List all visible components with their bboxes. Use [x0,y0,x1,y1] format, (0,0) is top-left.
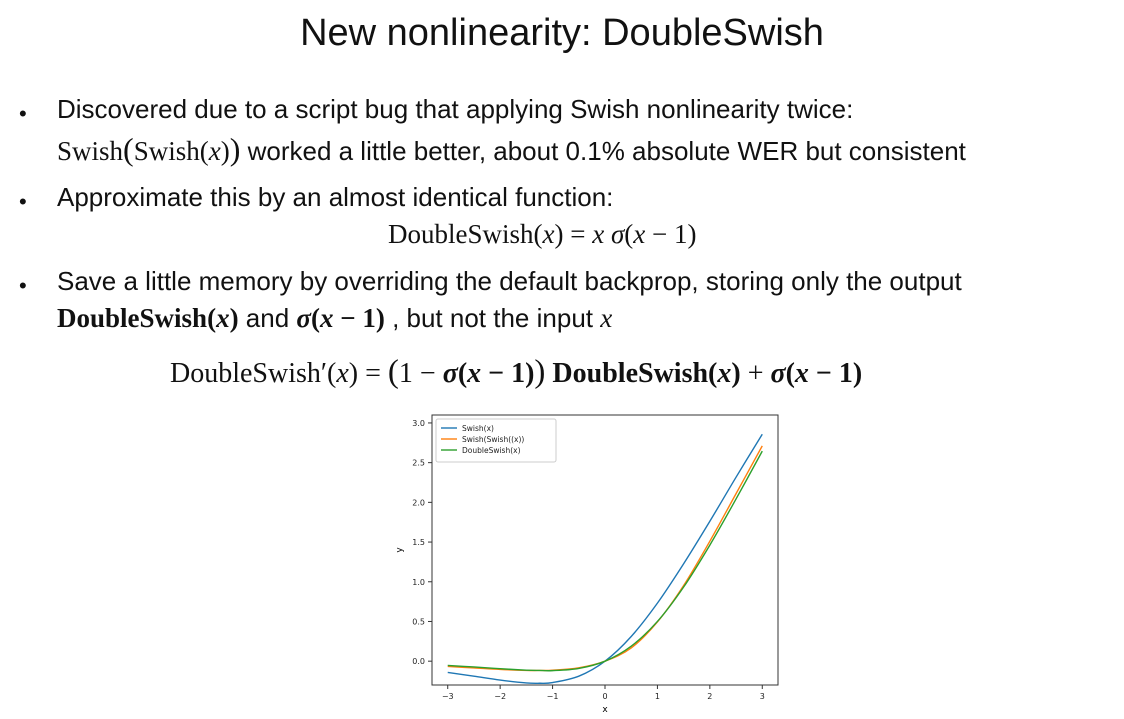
bullet-2-dot: • [19,189,27,214]
y-axis: 0.0 0.5 1.0 1.5 2.0 2.5 3.0 [412,419,432,666]
x-tick-label: 3 [760,692,765,701]
plot-legend: Swish(x) Swish(Swish((x)) DoubleSwish(x) [435,418,557,463]
y-tick-label: 0.0 [412,657,425,666]
legend-label: Swish(Swish((x)) [462,435,524,444]
derivative-lhs: DoubleSwish′ [170,358,328,389]
bullet-3-dot: • [19,273,27,298]
doubleswish-equation: DoubleSwish(x) = x σ(x − 1) [388,219,697,249]
bullet-3-line-1: Save a little memory by overriding the d… [57,266,962,296]
bold-doubleswish: DoubleSwish [57,303,208,333]
legend-label: Swish(x) [462,424,494,433]
bullet-1-result-text: worked a little better, about 0.1% absol… [240,136,966,166]
x-tick-label: 2 [707,692,712,701]
series-line-2 [447,445,763,672]
y-tick-label: 3.0 [412,419,425,428]
x-axis-label: x [602,705,608,715]
swish-inner: Swish [133,136,200,166]
bullet-3-line-2: DoubleSwish(x) and σ(x − 1) , but not th… [57,303,613,333]
bullet-1-dot: • [19,101,27,126]
activation-plot: 0.0 0.5 1.0 1.5 2.0 2.5 3.0 −3 −2 −1 0 1 2 3 Swish(x… [395,414,779,715]
legend-box [435,418,557,463]
bullet-1-line-2: Swish(Swish(x)) worked a little better, … [57,131,966,167]
swish-outer: Swish [57,136,124,166]
x-axis: −3 −2 −1 0 1 2 3 [442,685,765,701]
sigma-symbol: σ [610,219,625,249]
y-axis-label: y [395,547,405,553]
legend-label: DoubleSwish(x) [462,446,521,455]
x-tick-label: 0 [602,692,607,701]
y-tick-label: 1.5 [412,538,425,547]
bullet-2-line-1: Approximate this by an almost identical … [57,182,614,212]
bullet-3-and: and [238,303,297,333]
x-tick-label: −2 [494,692,506,701]
series-line-1 [447,433,763,685]
x-tick-label: 1 [655,692,660,701]
x-tick-label: −1 [547,692,559,701]
bullet-3-tail: , but not the input [384,303,601,333]
bullet-1-line-1: Discovered due to a script bug that appl… [57,94,854,124]
x-tick-label: −3 [442,692,454,701]
derivative-equation: DoubleSwish′(x) = (1 − σ(x − 1)) DoubleS… [170,354,863,390]
doubleswish-eq-lhs: DoubleSwish [388,219,534,249]
y-tick-label: 0.5 [412,617,425,626]
y-tick-label: 2.0 [412,498,425,507]
series-line-3 [447,450,763,672]
y-tick-label: 1.0 [412,578,425,587]
plot-lines [447,433,763,685]
slide-title: New nonlinearity: DoubleSwish [300,12,824,54]
y-tick-label: 2.5 [412,459,425,468]
